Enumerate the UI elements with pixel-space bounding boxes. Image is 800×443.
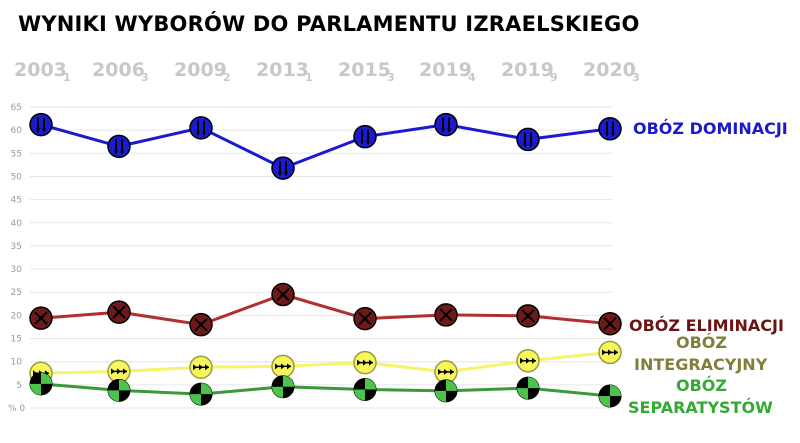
chart-grid xyxy=(30,106,612,409)
label-oboz-separatystow-line1: OBÓZ xyxy=(676,376,727,395)
series-1-point-0 xyxy=(29,306,53,330)
series-2-point-2 xyxy=(189,355,213,379)
series-0-point-6 xyxy=(516,127,540,152)
y-tick-label-40: 40 xyxy=(11,219,23,229)
x-tick-sub-6: 9 xyxy=(550,71,558,84)
y-tick-label-30: 30 xyxy=(11,265,23,275)
series-1-point-4 xyxy=(353,306,377,331)
series-line-2 xyxy=(40,350,611,375)
series-0-point-4 xyxy=(353,124,377,149)
series-3-point-3 xyxy=(271,375,295,399)
x-tick-sub-5: 4 xyxy=(468,71,476,84)
y-axis-ticks: % 0 5 10 15 20 25 30 35 40 45 50 55 60 65 xyxy=(8,103,25,414)
x-tick-label-6: 2019 xyxy=(501,59,554,81)
series-0-point-7 xyxy=(598,117,622,141)
label-oboz-dominacji: OBÓZ DOMINACJI xyxy=(633,119,788,138)
y-tick-label-60: 60 xyxy=(11,126,23,136)
x-tick-label-4: 2015 xyxy=(338,59,391,81)
x-tick-sub-1: 3 xyxy=(141,71,149,84)
series-3-point-6 xyxy=(516,376,540,400)
y-tick-label-20: 20 xyxy=(11,311,23,321)
x-tick-sub-4: 3 xyxy=(387,71,395,84)
series-0-point-3 xyxy=(271,156,295,180)
series-0-point-5 xyxy=(434,112,458,137)
series-0-point-0 xyxy=(29,112,53,137)
x-tick-sub-3: 1 xyxy=(305,71,313,84)
series-line-3 xyxy=(40,382,611,398)
y-tick-label-25: 25 xyxy=(11,288,22,298)
page-title: WYNIKI WYBORÓW DO PARLAMENTU IZRAELSKIEG… xyxy=(18,12,640,36)
y-tick-label-10: 10 xyxy=(11,358,23,368)
series-1-point-6 xyxy=(516,304,540,328)
series-3-point-1 xyxy=(107,378,131,402)
y-tick-label-65: 65 xyxy=(11,103,22,113)
series-2-point-3 xyxy=(271,354,295,379)
y-tick-label-55: 55 xyxy=(11,149,22,159)
series-1-point-7 xyxy=(598,311,622,336)
series-0-point-2 xyxy=(189,116,213,140)
series-1-point-2 xyxy=(189,312,213,337)
x-tick-label-3: 2013 xyxy=(256,59,309,81)
series-3-point-4 xyxy=(353,377,377,401)
series-2-point-6 xyxy=(516,349,540,373)
series-2-point-7 xyxy=(598,340,622,365)
series-2-point-4 xyxy=(353,350,377,375)
series-3-point-7 xyxy=(598,384,622,408)
series-3-point-0 xyxy=(29,372,53,396)
x-tick-label-1: 2006 xyxy=(92,59,145,81)
series-3-point-2 xyxy=(189,382,213,406)
y-tick-label-15: 15 xyxy=(11,335,22,345)
label-oboz-integracyjny-line2: INTEGRACYJNY xyxy=(634,355,768,374)
y-tick-label-45: 45 xyxy=(11,196,22,206)
series-3-point-5 xyxy=(434,379,458,403)
series-0-point-1 xyxy=(107,134,131,159)
label-oboz-eliminacji: OBÓZ ELIMINACJI xyxy=(629,316,784,335)
x-tick-sub-2: 2 xyxy=(223,71,231,84)
y-tick-label-50: 50 xyxy=(11,172,23,182)
y-tick-label-zero: % 0 xyxy=(8,404,25,414)
x-tick-sub-7: 3 xyxy=(632,71,640,84)
series-1-point-5 xyxy=(434,303,458,327)
series-2-point-1 xyxy=(107,359,131,384)
label-oboz-separatystow-line2: SEPARATYSTÓW xyxy=(628,398,773,417)
series-line-1 xyxy=(40,293,611,327)
series-1-point-3 xyxy=(271,282,295,307)
y-tick-label-5: 5 xyxy=(16,381,22,391)
x-tick-sub-0: 1 xyxy=(63,71,71,84)
series-line-0 xyxy=(40,123,611,170)
label-oboz-integracyjny-line1: OBÓZ xyxy=(676,333,727,352)
x-tick-label-5: 2019 xyxy=(419,59,472,81)
x-tick-label-7: 2020 xyxy=(583,59,636,81)
x-tick-label-0: 2003 xyxy=(14,59,67,81)
x-tick-label-2: 2009 xyxy=(174,59,227,81)
series-lines xyxy=(40,123,611,398)
y-tick-label-35: 35 xyxy=(11,242,22,252)
series-1-point-1 xyxy=(107,300,131,324)
series-markers xyxy=(29,112,622,408)
